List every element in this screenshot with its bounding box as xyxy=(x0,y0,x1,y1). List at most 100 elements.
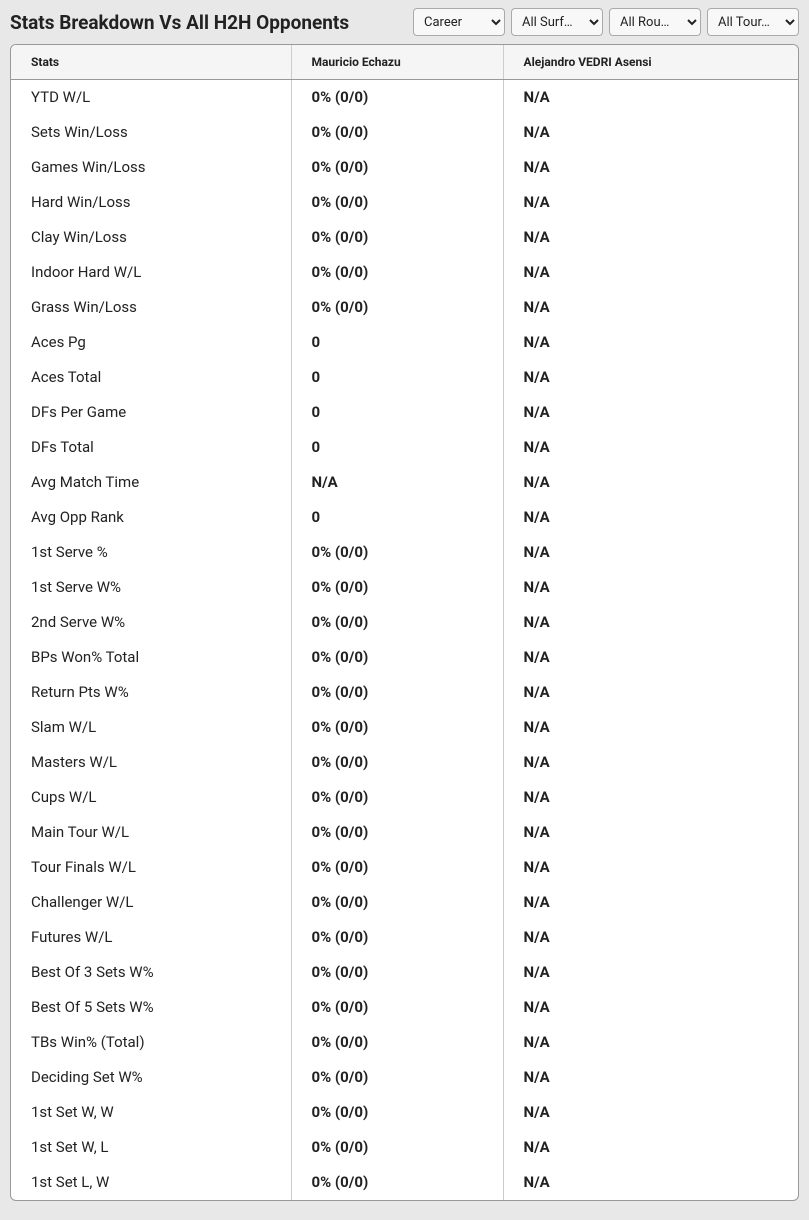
stat-label: Games Win/Loss xyxy=(11,150,291,185)
player2-value: N/A xyxy=(503,745,798,780)
player2-value: N/A xyxy=(503,290,798,325)
table-row: Aces Total0N/A xyxy=(11,360,798,395)
table-row: Avg Opp Rank0N/A xyxy=(11,500,798,535)
stat-label: Futures W/L xyxy=(11,920,291,955)
table-row: Avg Match TimeN/AN/A xyxy=(11,465,798,500)
col-header-player1: Mauricio Echazu xyxy=(291,45,503,80)
player1-value: 0 xyxy=(291,325,503,360)
header-bar: Stats Breakdown Vs All H2H Opponents Car… xyxy=(0,0,809,44)
player1-value: 0% (0/0) xyxy=(291,1060,503,1095)
stat-label: Masters W/L xyxy=(11,745,291,780)
player2-value: N/A xyxy=(503,850,798,885)
table-row: Best Of 3 Sets W%0% (0/0)N/A xyxy=(11,955,798,990)
stat-label: Slam W/L xyxy=(11,710,291,745)
stat-label: Return Pts W% xyxy=(11,675,291,710)
player1-value: 0% (0/0) xyxy=(291,185,503,220)
player1-value: 0% (0/0) xyxy=(291,710,503,745)
table-row: 1st Set W, W0% (0/0)N/A xyxy=(11,1095,798,1130)
table-row: Futures W/L0% (0/0)N/A xyxy=(11,920,798,955)
player2-value: N/A xyxy=(503,360,798,395)
table-row: Sets Win/Loss0% (0/0)N/A xyxy=(11,115,798,150)
player2-value: N/A xyxy=(503,1095,798,1130)
table-row: Aces Pg0N/A xyxy=(11,325,798,360)
stat-label: Hard Win/Loss xyxy=(11,185,291,220)
player1-value: 0 xyxy=(291,395,503,430)
player1-value: 0% (0/0) xyxy=(291,115,503,150)
stat-label: YTD W/L xyxy=(11,80,291,115)
table-row: DFs Total0N/A xyxy=(11,430,798,465)
table-header: Stats Mauricio Echazu Alejandro VEDRI As… xyxy=(11,45,798,80)
table-row: 1st Serve W%0% (0/0)N/A xyxy=(11,570,798,605)
table-row: 1st Set L, W0% (0/0)N/A xyxy=(11,1165,798,1200)
player2-value: N/A xyxy=(503,1060,798,1095)
table-row: Hard Win/Loss0% (0/0)N/A xyxy=(11,185,798,220)
player2-value: N/A xyxy=(503,465,798,500)
table-row: YTD W/L0% (0/0)N/A xyxy=(11,80,798,115)
player1-value: 0% (0/0) xyxy=(291,290,503,325)
player2-value: N/A xyxy=(503,675,798,710)
table-row: Best Of 5 Sets W%0% (0/0)N/A xyxy=(11,990,798,1025)
stat-label: Best Of 5 Sets W% xyxy=(11,990,291,1025)
player2-value: N/A xyxy=(503,220,798,255)
table-row: 2nd Serve W%0% (0/0)N/A xyxy=(11,605,798,640)
player2-value: N/A xyxy=(503,185,798,220)
player1-value: 0% (0/0) xyxy=(291,990,503,1025)
player2-value: N/A xyxy=(503,150,798,185)
surface-select[interactable]: All Surf… xyxy=(511,8,603,36)
player2-value: N/A xyxy=(503,710,798,745)
player1-value: 0% (0/0) xyxy=(291,885,503,920)
table-row: Tour Finals W/L0% (0/0)N/A xyxy=(11,850,798,885)
player2-value: N/A xyxy=(503,430,798,465)
player2-value: N/A xyxy=(503,395,798,430)
round-select[interactable]: All Rou… xyxy=(609,8,701,36)
player2-value: N/A xyxy=(503,255,798,290)
player1-value: 0% (0/0) xyxy=(291,955,503,990)
table-row: Return Pts W%0% (0/0)N/A xyxy=(11,675,798,710)
table-row: Slam W/L0% (0/0)N/A xyxy=(11,710,798,745)
tour-select[interactable]: All Tour… xyxy=(707,8,799,36)
player2-value: N/A xyxy=(503,500,798,535)
stat-label: Deciding Set W% xyxy=(11,1060,291,1095)
period-select[interactable]: Career xyxy=(413,8,505,36)
player2-value: N/A xyxy=(503,1025,798,1060)
player1-value: 0% (0/0) xyxy=(291,80,503,115)
col-header-player2: Alejandro VEDRI Asensi xyxy=(503,45,798,80)
table-row: Main Tour W/L0% (0/0)N/A xyxy=(11,815,798,850)
player1-value: 0% (0/0) xyxy=(291,1130,503,1165)
page-title: Stats Breakdown Vs All H2H Opponents xyxy=(10,11,349,34)
player1-value: 0% (0/0) xyxy=(291,150,503,185)
stat-label: 1st Serve W% xyxy=(11,570,291,605)
player2-value: N/A xyxy=(503,570,798,605)
stat-label: Indoor Hard W/L xyxy=(11,255,291,290)
stat-label: Best Of 3 Sets W% xyxy=(11,955,291,990)
stat-label: Grass Win/Loss xyxy=(11,290,291,325)
stat-label: Sets Win/Loss xyxy=(11,115,291,150)
player1-value: 0% (0/0) xyxy=(291,1095,503,1130)
stats-table: Stats Mauricio Echazu Alejandro VEDRI As… xyxy=(11,45,798,1200)
player1-value: 0% (0/0) xyxy=(291,920,503,955)
table-row: Games Win/Loss0% (0/0)N/A xyxy=(11,150,798,185)
player1-value: 0% (0/0) xyxy=(291,255,503,290)
player1-value: 0% (0/0) xyxy=(291,640,503,675)
player1-value: 0% (0/0) xyxy=(291,570,503,605)
table-row: Grass Win/Loss0% (0/0)N/A xyxy=(11,290,798,325)
stat-label: Avg Opp Rank xyxy=(11,500,291,535)
stat-label: DFs Per Game xyxy=(11,395,291,430)
player1-value: 0% (0/0) xyxy=(291,815,503,850)
player2-value: N/A xyxy=(503,955,798,990)
stat-label: Challenger W/L xyxy=(11,885,291,920)
stat-label: 1st Serve % xyxy=(11,535,291,570)
table-row: Deciding Set W%0% (0/0)N/A xyxy=(11,1060,798,1095)
player2-value: N/A xyxy=(503,605,798,640)
player1-value: 0% (0/0) xyxy=(291,535,503,570)
player2-value: N/A xyxy=(503,780,798,815)
player2-value: N/A xyxy=(503,1165,798,1200)
player1-value: 0% (0/0) xyxy=(291,605,503,640)
player1-value: 0% (0/0) xyxy=(291,1165,503,1200)
stat-label: Clay Win/Loss xyxy=(11,220,291,255)
player2-value: N/A xyxy=(503,1130,798,1165)
table-row: BPs Won% Total0% (0/0)N/A xyxy=(11,640,798,675)
stat-label: Aces Total xyxy=(11,360,291,395)
player1-value: 0% (0/0) xyxy=(291,850,503,885)
player2-value: N/A xyxy=(503,325,798,360)
